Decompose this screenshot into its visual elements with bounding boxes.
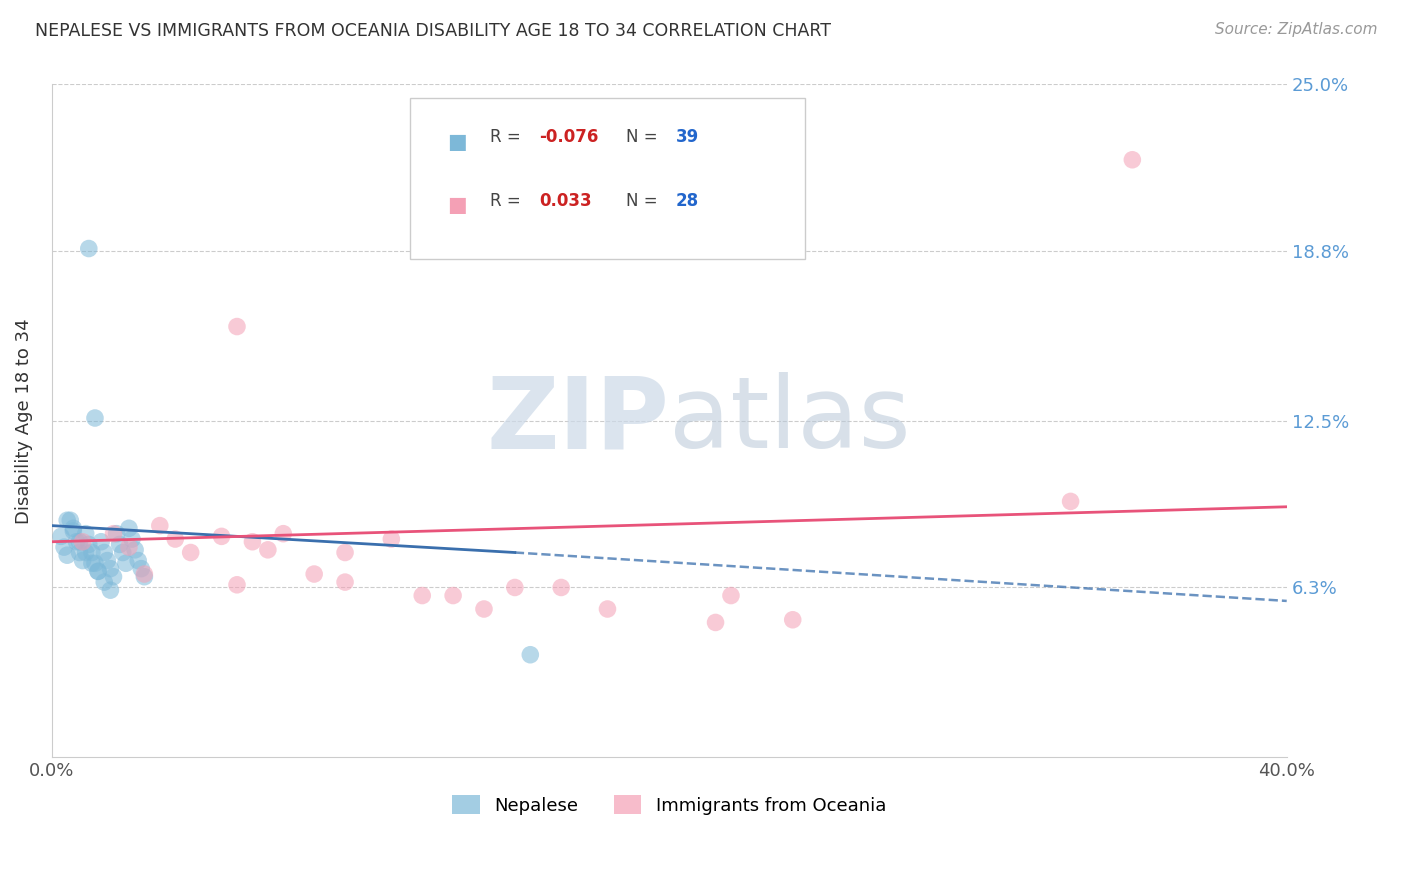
Point: [75, 526, 97, 541]
Point: [472, 602, 495, 616]
Text: NEPALESE VS IMMIGRANTS FROM OCEANIA DISABILITY AGE 18 TO 34 CORRELATION CHART: NEPALESE VS IMMIGRANTS FROM OCEANIA DISA…: [35, 22, 831, 40]
Point: [704, 615, 727, 630]
Point: [333, 545, 356, 559]
Text: N =: N =: [626, 128, 662, 146]
Point: [87, 565, 110, 579]
Point: [103, 570, 125, 584]
Point: [103, 526, 125, 541]
Point: [90, 534, 112, 549]
Point: [550, 581, 572, 595]
Text: ZIP: ZIP: [486, 372, 669, 469]
Point: [333, 575, 356, 590]
Point: [1121, 153, 1143, 167]
Point: [62, 521, 84, 535]
Point: [53, 540, 76, 554]
Legend: Nepalese, Immigrants from Oceania: Nepalese, Immigrants from Oceania: [446, 789, 893, 822]
Point: [100, 562, 122, 576]
Text: N =: N =: [626, 192, 662, 210]
Point: [782, 613, 804, 627]
Point: [65, 534, 87, 549]
Point: [84, 556, 107, 570]
Point: [111, 545, 134, 559]
Text: 28: 28: [675, 192, 699, 210]
Point: [180, 545, 202, 559]
Text: Source: ZipAtlas.com: Source: ZipAtlas.com: [1215, 22, 1378, 37]
Point: [149, 518, 172, 533]
Point: [77, 242, 100, 256]
Point: [118, 521, 141, 535]
Point: [75, 545, 97, 559]
Point: [134, 570, 156, 584]
Point: [124, 542, 146, 557]
Point: [121, 532, 143, 546]
Point: [302, 567, 325, 582]
Point: [56, 513, 79, 527]
Point: [49, 529, 72, 543]
Point: [84, 411, 107, 425]
Text: atlas: atlas: [669, 372, 911, 469]
Point: [134, 567, 156, 582]
Point: [596, 602, 619, 616]
Point: [1059, 494, 1081, 508]
Point: [80, 545, 103, 559]
Point: [93, 545, 115, 559]
Point: [77, 537, 100, 551]
Point: [72, 553, 94, 567]
Y-axis label: Disability Age 18 to 34: Disability Age 18 to 34: [15, 318, 32, 524]
Point: [165, 532, 187, 546]
Point: [100, 583, 122, 598]
Point: [93, 575, 115, 590]
Point: [87, 565, 110, 579]
Point: [72, 534, 94, 549]
Point: [519, 648, 541, 662]
Point: [411, 589, 433, 603]
Point: [118, 540, 141, 554]
Text: R =: R =: [491, 128, 526, 146]
Point: [226, 578, 249, 592]
Point: [59, 513, 82, 527]
Point: [380, 532, 402, 546]
Point: [226, 319, 249, 334]
FancyBboxPatch shape: [411, 98, 806, 260]
Point: [56, 548, 79, 562]
Point: [69, 545, 91, 559]
Point: [441, 589, 464, 603]
Text: -0.076: -0.076: [540, 128, 599, 146]
Text: ■: ■: [447, 195, 467, 215]
Text: 39: 39: [675, 128, 699, 146]
Point: [503, 581, 526, 595]
Text: 0.033: 0.033: [540, 192, 592, 210]
Point: [62, 524, 84, 538]
Point: [69, 534, 91, 549]
Point: [242, 534, 264, 549]
Point: [96, 553, 118, 567]
Point: [80, 556, 103, 570]
Point: [271, 526, 294, 541]
Text: ■: ■: [447, 131, 467, 152]
Point: [105, 526, 128, 541]
Point: [720, 589, 742, 603]
Point: [108, 537, 131, 551]
Point: [129, 562, 152, 576]
Point: [127, 553, 149, 567]
Point: [257, 542, 280, 557]
Text: R =: R =: [491, 192, 531, 210]
Point: [211, 529, 233, 543]
Point: [115, 556, 138, 570]
